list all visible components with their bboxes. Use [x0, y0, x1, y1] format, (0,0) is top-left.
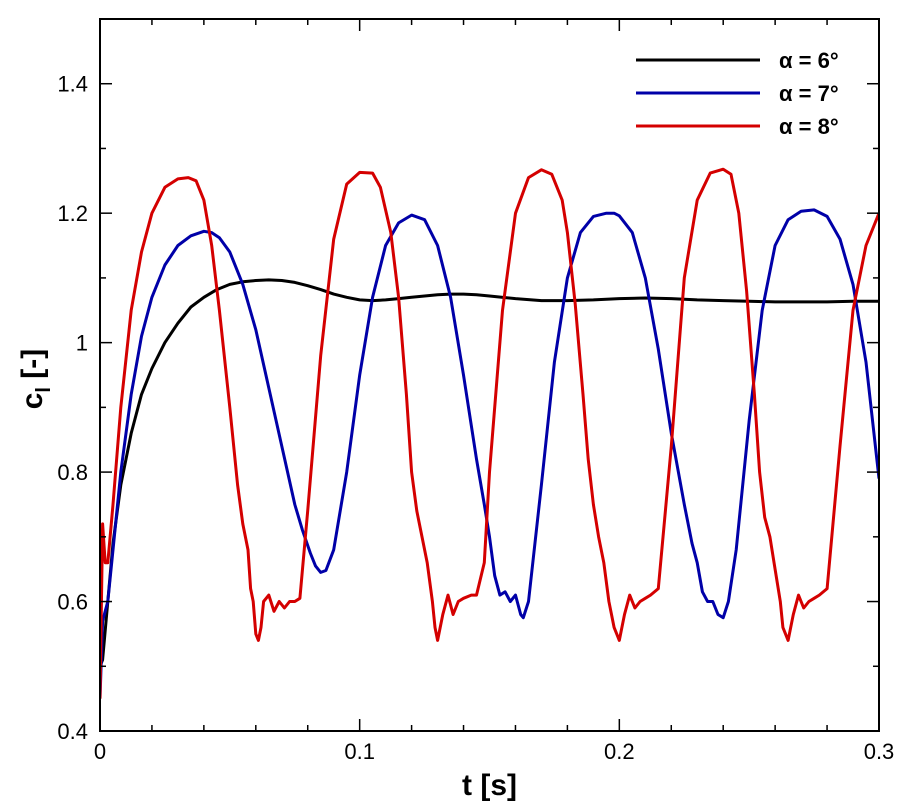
y-tick-label: 0.4 — [57, 719, 88, 744]
y-axis-title: cl [-] — [16, 349, 55, 410]
y-tick-label: 1 — [76, 331, 88, 356]
y-tick-label: 0.6 — [57, 590, 88, 615]
series-line-2 — [100, 208, 879, 699]
y-tick-label: 1.2 — [57, 201, 88, 226]
x-tick-label: 0 — [94, 739, 106, 764]
legend: α = 6° α = 7° α = 8° — [636, 48, 839, 139]
x-tick-label: 0.1 — [344, 739, 375, 764]
y-tick-label: 1.4 — [57, 72, 88, 97]
ticks-layer — [99, 18, 880, 732]
legend-label-3: α = 8° — [779, 114, 839, 139]
series-layer — [100, 167, 879, 699]
y-axis-title-main: c — [16, 393, 49, 410]
x-axis-title: t [s] — [462, 769, 517, 802]
tick-labels-layer: 0 0.1 0.2 0.3 0.4 0.6 0.8 1 1.2 1.4 — [57, 72, 894, 764]
x-tick-label: 0.2 — [604, 739, 635, 764]
x-tick-label: 0.3 — [864, 739, 895, 764]
y-tick-label: 0.8 — [57, 460, 88, 485]
plot-frame — [99, 18, 880, 732]
series-line-3 — [100, 167, 879, 699]
y-axis-title-subscript: l — [33, 387, 55, 393]
legend-label-1: α = 6° — [779, 48, 839, 73]
y-axis-title-suffix: [-] — [16, 349, 49, 387]
legend-label-2: α = 7° — [779, 81, 839, 106]
